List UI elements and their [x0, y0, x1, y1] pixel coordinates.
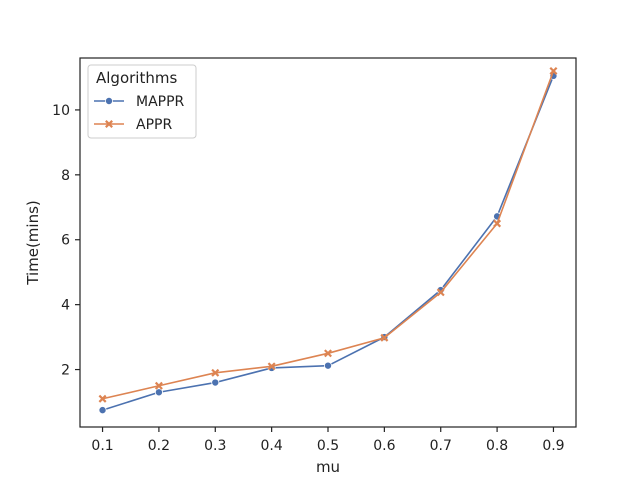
- data-point-mappr: [323, 361, 332, 370]
- x-axis-label: mu: [316, 458, 340, 476]
- legend-swatch-marker: [105, 120, 113, 128]
- series-appr: [98, 67, 558, 403]
- x-tick-label: 0.9: [542, 438, 564, 454]
- data-point-appr: [267, 362, 276, 371]
- legend-item-mappr: MAPPR: [94, 94, 185, 110]
- data-point-appr: [324, 349, 332, 358]
- legend-label: APPR: [136, 117, 172, 133]
- y-tick-label: 4: [61, 298, 70, 314]
- y-tick-label: 8: [61, 168, 70, 184]
- data-point-appr: [380, 333, 389, 342]
- x-tick-label: 0.8: [486, 438, 508, 454]
- legend: Algorithms MAPPR APPR: [87, 64, 197, 139]
- series-layer: [98, 67, 558, 415]
- x-tick-label: 0.7: [430, 438, 452, 454]
- legend-label: MAPPR: [136, 94, 185, 110]
- x-tick-label: 0.4: [261, 438, 283, 454]
- x-tick-label: 0.6: [373, 438, 395, 454]
- data-point-appr: [154, 381, 163, 390]
- data-point-mappr: [154, 388, 163, 397]
- legend-entries: MAPPR APPR: [94, 94, 185, 133]
- y-tick-label: 10: [52, 103, 70, 119]
- legend-box: [87, 64, 197, 139]
- legend-item-appr: APPR: [94, 117, 172, 133]
- data-point-mappr: [211, 378, 220, 387]
- data-point-appr: [493, 219, 502, 228]
- x-axis-ticks: 0.1 0.2 0.3 0.4 0.5 0.6 0.7 0.8 0.9: [91, 427, 565, 454]
- data-point-appr: [549, 67, 558, 75]
- y-axis-label: Time(mins): [24, 200, 42, 286]
- y-tick-label: 2: [61, 363, 70, 379]
- data-point-appr: [211, 368, 220, 377]
- y-tick-label: 6: [61, 233, 70, 249]
- legend-title: Algorithms: [96, 69, 177, 87]
- data-point-appr: [436, 288, 445, 297]
- x-tick-label: 0.1: [91, 438, 113, 454]
- data-point-mappr: [98, 406, 107, 415]
- data-point-appr: [98, 394, 107, 403]
- x-tick-label: 0.3: [204, 438, 226, 454]
- x-tick-label: 0.2: [148, 438, 170, 454]
- legend-swatch-marker: [105, 97, 114, 106]
- y-axis-ticks: 2 4 6 8 10: [52, 103, 80, 379]
- x-tick-label: 0.5: [317, 438, 339, 454]
